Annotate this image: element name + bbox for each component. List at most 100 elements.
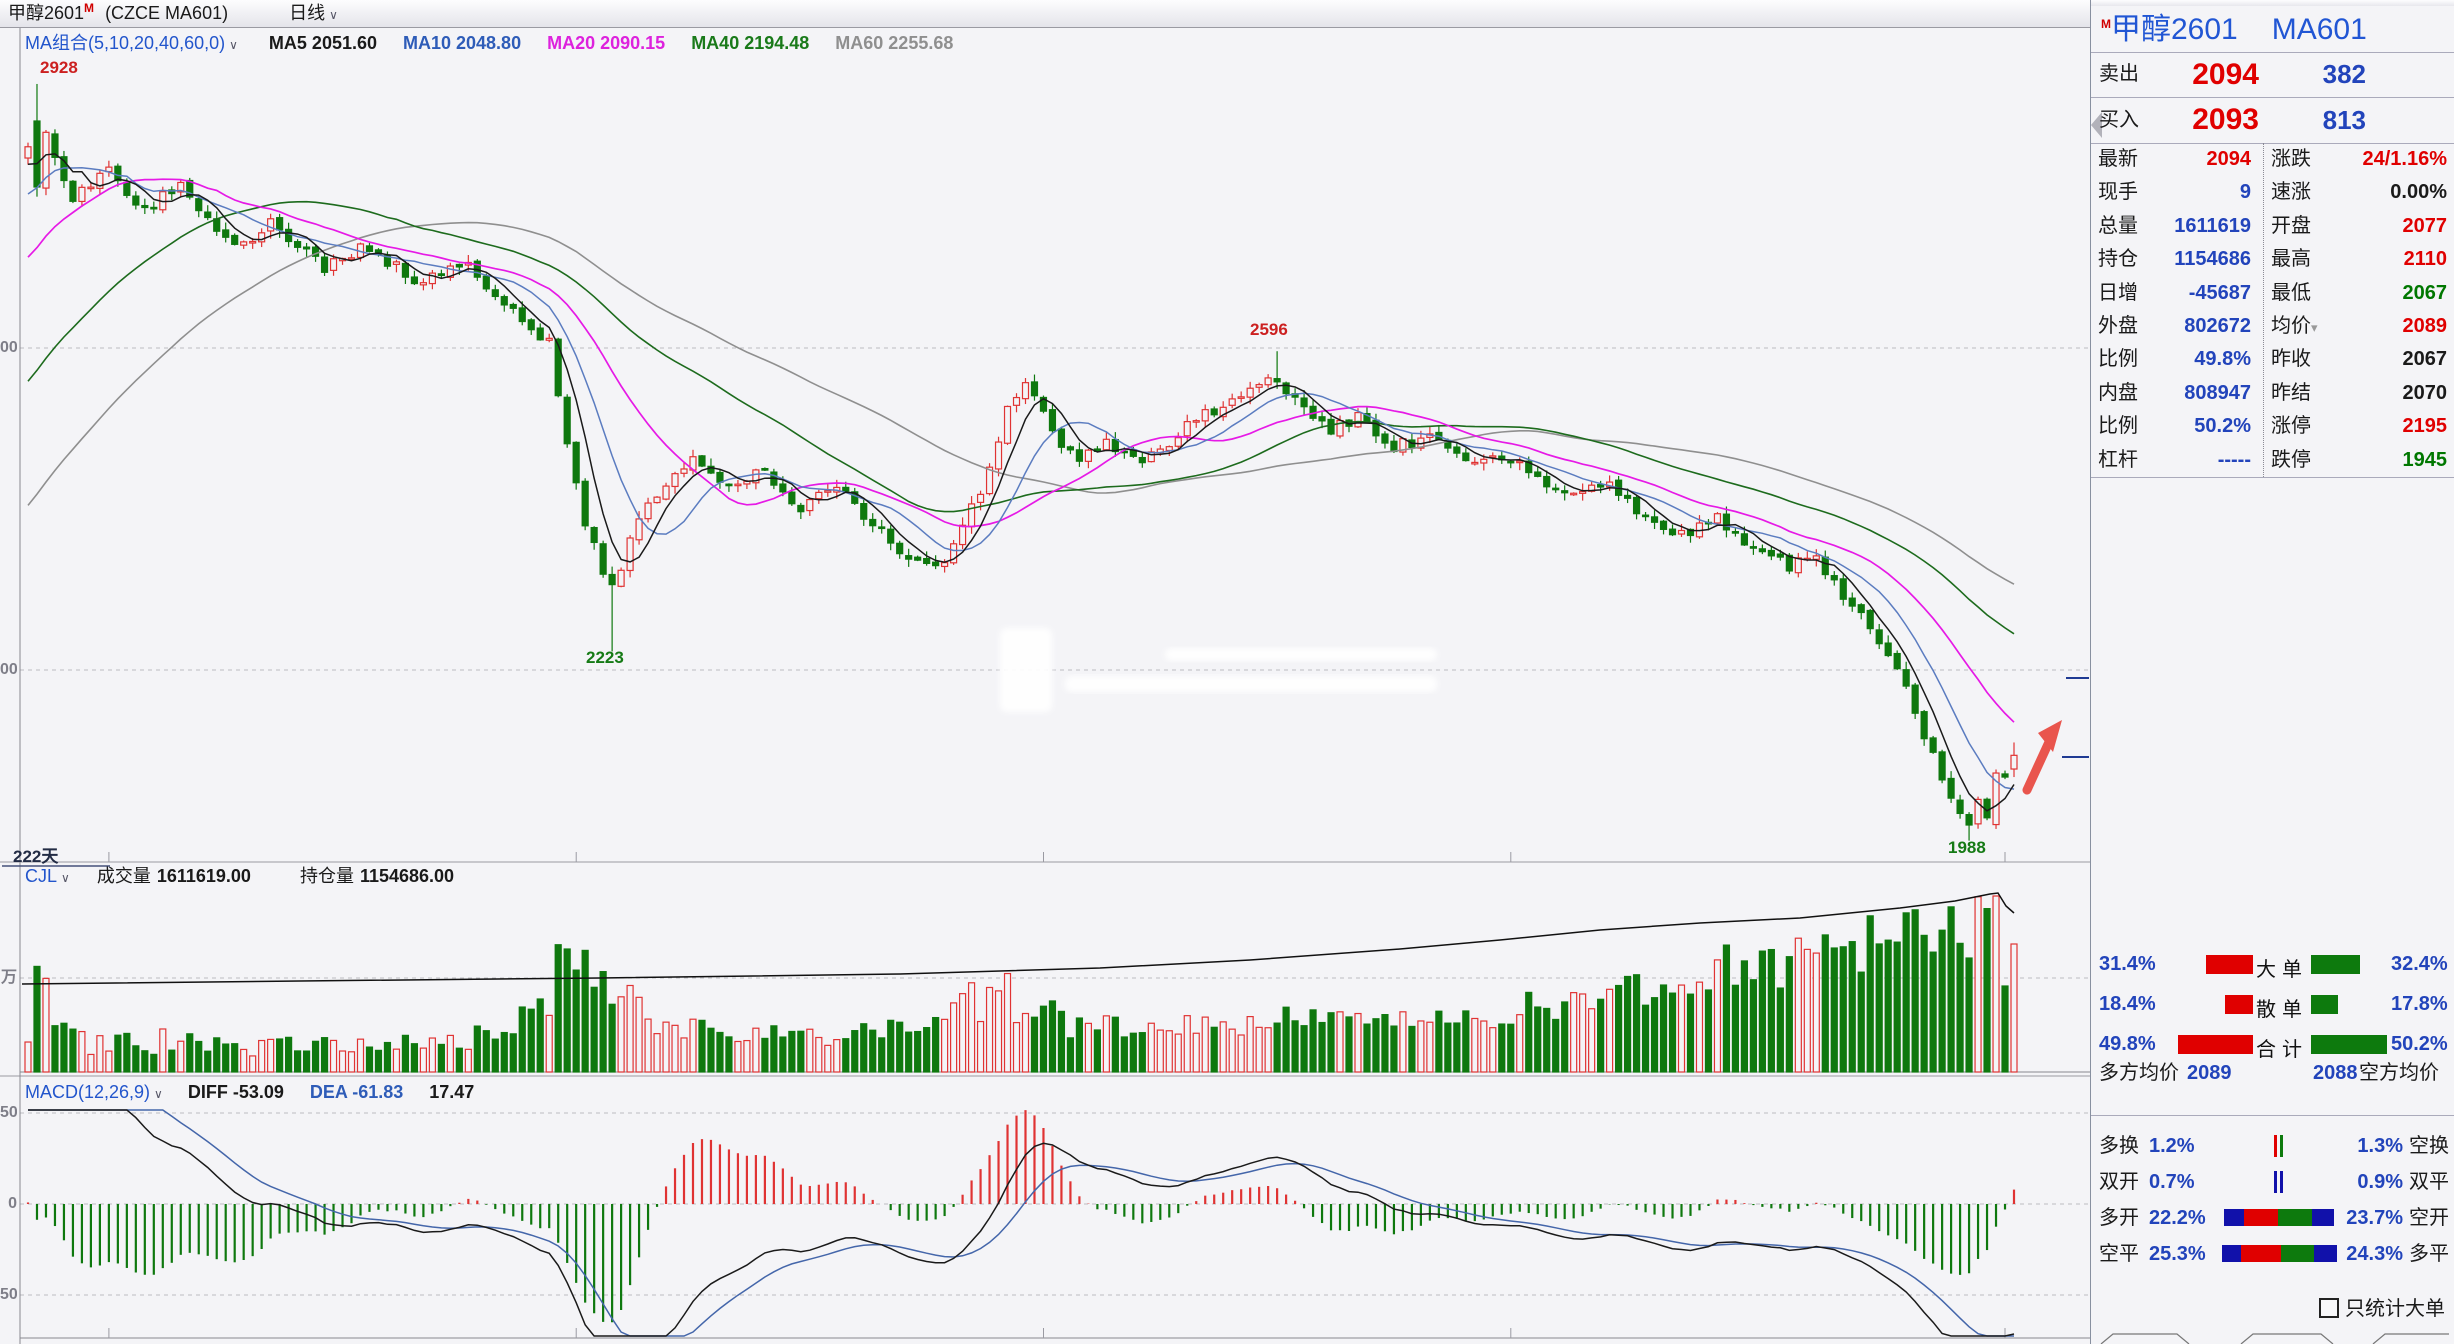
quote-value: 1611619 [2174, 214, 2251, 237]
chevron-down-icon: ∨ [329, 8, 338, 22]
macd-value-2: 17.47 [429, 1082, 475, 1102]
oc-bar-segment [2224, 1209, 2244, 1226]
macd-values: DIFF -53.09 DEA -61.83 17.47 [168, 1082, 474, 1102]
main-contract-badge: M [2101, 17, 2111, 31]
ma-settings-selector[interactable]: MA组合(5,10,20,40,60,0) ∨ [25, 33, 238, 53]
bid-price[interactable]: 2093 [2192, 103, 2259, 136]
flow-right-pct: 17.8% [2391, 993, 2448, 1015]
long-avg-label: 多方均价 [2099, 1062, 2179, 1084]
oc-left-value: 0.7% [2149, 1171, 2195, 1193]
quote-row: 总量 1611619 开盘 2077 [2091, 210, 2454, 243]
oc-left-value: 25.3% [2149, 1243, 2206, 1265]
topbar: 甲醇2601M (CZCE MA601) 日线 ∨ [0, 0, 2090, 28]
oc-right-value: 24.3% [2346, 1243, 2403, 1265]
bid-qty: 813 [2322, 105, 2366, 135]
quote-label: 总量 [2098, 214, 2138, 237]
big-order-filter[interactable]: 只统计大单 [2319, 1296, 2445, 1322]
quote-label: 跌停 [2271, 448, 2311, 471]
quote-label[interactable]: 均价▾ [2271, 315, 2318, 337]
oc-left-label: 双开 [2099, 1171, 2139, 1193]
oc-row: 双开 0.7% 0.9% 双平 [2091, 1164, 2454, 1200]
period-selector[interactable]: 日线 ∨ [289, 3, 338, 23]
panel-instrument-code: MA601 [2271, 13, 2367, 46]
quote-panel: M甲醇2601 MA601 卖出 2094 382 买入 2093 813 最新 2… [2090, 0, 2454, 1344]
oc-row: 空平 25.3% 24.3% 多平 [2091, 1236, 2454, 1272]
volume-label: 成交量 [96, 866, 151, 886]
y-axis-tick: 万 [0, 969, 17, 986]
flow-red-bar [2225, 995, 2253, 1014]
flow-green-bar [2311, 955, 2360, 974]
chart-canvas[interactable] [0, 0, 2090, 1344]
quote-label: 最高 [2271, 248, 2311, 271]
quote-value: 2067 [2402, 281, 2448, 304]
grid-divider [2263, 143, 2264, 477]
oc-tick [2280, 1171, 2283, 1193]
checkbox-icon[interactable] [2319, 1298, 2339, 1318]
quote-row: 日增 -45687 最低 2067 [2091, 277, 2454, 310]
quote-label: 日增 [2098, 281, 2138, 304]
quote-row: 比例 49.8% 昨收 2067 [2091, 343, 2454, 376]
oc-row: 多开 22.2% 23.7% 空开 [2091, 1200, 2454, 1236]
ask-row[interactable]: 卖出 2094 382 [2091, 52, 2454, 97]
y-axis-tick: 00 [0, 661, 17, 678]
flow-left-pct: 31.4% [2099, 953, 2156, 975]
price-annotation: 2223 [586, 648, 624, 667]
quote-label: 比例 [2098, 348, 2138, 371]
quote-row: 现手 9 速涨 0.00% [2091, 176, 2454, 209]
quote-label: 持仓 [2098, 248, 2138, 271]
quote-value: 808947 [2184, 381, 2251, 404]
ask-label: 卖出 [2099, 63, 2139, 85]
bottom-tabs-partial[interactable] [2091, 1332, 2454, 1344]
volume-indicator-selector[interactable]: CJL ∨ [25, 866, 70, 886]
instrument-code: (CZCE MA601) [105, 3, 229, 23]
y-axis-tick: 50 [0, 1104, 17, 1121]
quote-label: 速涨 [2271, 181, 2311, 204]
quote-value: 2077 [2402, 214, 2448, 237]
quote-value: 49.8% [2194, 348, 2251, 371]
oc-right-value: 23.7% [2346, 1207, 2403, 1229]
ma-value-MA40: MA40 2194.48 [691, 33, 810, 53]
oc-right-label: 空换 [2409, 1135, 2449, 1157]
quote-value: 1154686 [2174, 248, 2251, 271]
flow-left-pct: 49.8% [2099, 1033, 2156, 1055]
panel-collapse-icon[interactable] [2091, 112, 2102, 138]
flow-green-bar [2311, 995, 2338, 1014]
oc-row: 多换 1.2% 1.3% 空换 [2091, 1128, 2454, 1164]
volume-value: 1611619.00 [156, 866, 251, 886]
ask-qty: 382 [2322, 59, 2366, 89]
bid-label: 买入 [2099, 109, 2139, 131]
oc-left-label: 空平 [2099, 1243, 2139, 1265]
flow-row: 49.8% 合计 50.2% [2091, 1025, 2454, 1065]
chevron-down-icon: ∨ [61, 871, 70, 885]
quote-row: 外盘 802672 均价▾ 2089 [2091, 310, 2454, 343]
oc-bar-segment [2312, 1209, 2334, 1226]
panel-instrument-title: M甲醇2601 MA601 [2101, 13, 2367, 46]
trend-arrow-annotation [2022, 720, 2062, 795]
instrument-title: 甲醇2601M (CZCE MA601) [8, 1, 229, 23]
quote-value: 0.00% [2390, 181, 2447, 204]
quote-row: 内盘 808947 昨结 2070 [2091, 377, 2454, 410]
macd-pane-header: MACD(12,26,9) ∨ DIFF -53.09 DEA -61.83 17.4… [25, 1079, 474, 1107]
ma-values: MA5 2051.60 MA10 2048.80 MA20 2090.15 MA40 … [243, 33, 953, 53]
quote-value: 2067 [2402, 348, 2448, 371]
quote-row: 持仓 1154686 最高 2110 [2091, 243, 2454, 276]
dropdown-arrow-icon: ▾ [2311, 320, 2318, 335]
flow-right-pct: 32.4% [2391, 953, 2448, 975]
long-avg-value: 2089 [2187, 1062, 2232, 1084]
flow-row: 31.4% 大单 32.4% [2091, 945, 2454, 985]
quote-label: 现手 [2098, 181, 2138, 204]
avg-price-row: 多方均价 2089 2088 空方均价 [2091, 1058, 2454, 1088]
y-axis-tick: 00 [0, 339, 17, 356]
ask-price[interactable]: 2094 [2192, 58, 2259, 91]
quote-value: 2070 [2402, 381, 2448, 404]
oc-left-value: 22.2% [2149, 1207, 2206, 1229]
short-avg-label: 空方均价 [2359, 1062, 2439, 1084]
price-annotation: 2596 [1250, 320, 1288, 339]
chevron-down-icon: ∨ [229, 38, 238, 52]
macd-indicator-selector[interactable]: MACD(12,26,9) ∨ [25, 1082, 163, 1102]
checkbox-label: 只统计大单 [2345, 1298, 2445, 1320]
quote-label: 昨结 [2271, 381, 2311, 404]
bid-row[interactable]: 买入 2093 813 [2091, 97, 2454, 143]
ma-value-MA20: MA20 2090.15 [547, 33, 666, 53]
